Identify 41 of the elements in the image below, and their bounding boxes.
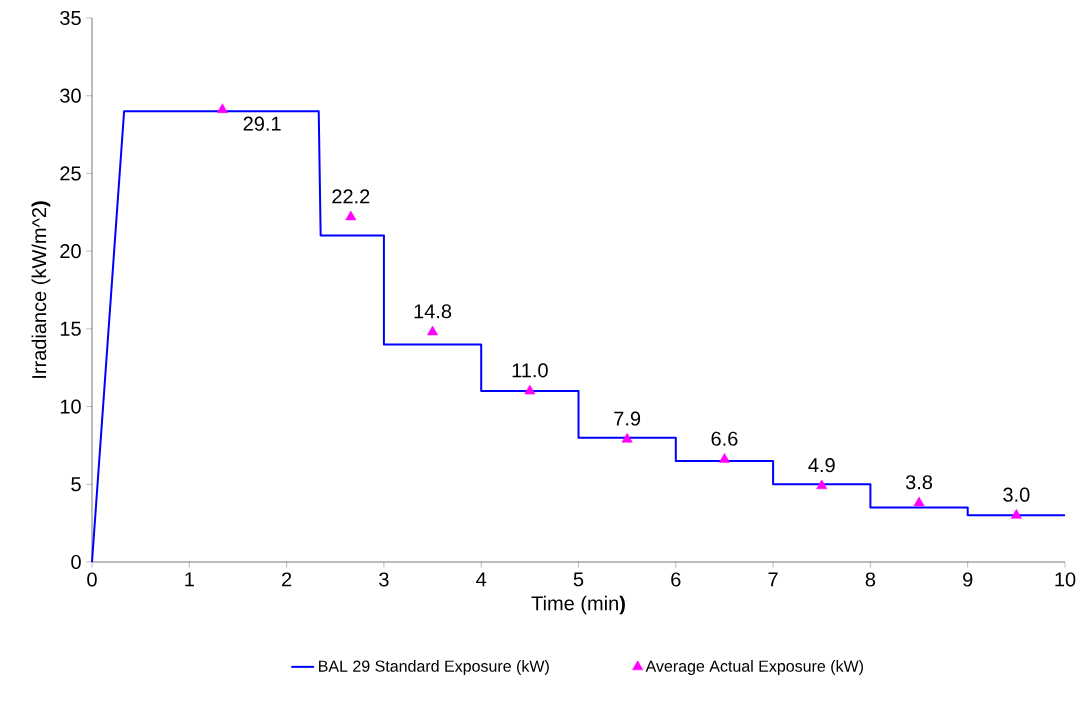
x-tick-label: 9 (963, 572, 973, 587)
y-tick-label: 10 (60, 399, 81, 414)
y-tick-label: 15 (60, 321, 81, 336)
x-tick-label: 0 (87, 572, 97, 587)
data-label: 29.1 (243, 116, 281, 131)
data-label: 4.9 (808, 458, 835, 473)
x-tick-label: 7 (768, 572, 778, 587)
y-axis-title: Irradiance (kW/m^2) (31, 201, 51, 378)
point (718, 453, 730, 463)
data-label: 6.6 (711, 431, 738, 446)
x-axis-title: Time (min) (531, 595, 625, 615)
point (524, 384, 536, 395)
data-label: 3.0 (1003, 487, 1030, 502)
point (1010, 509, 1022, 519)
data-label: 22.2 (332, 189, 370, 204)
x-tick-label: 1 (185, 572, 194, 587)
x-tick-label: 6 (671, 572, 681, 587)
x-tick-label: 2 (282, 572, 292, 587)
data-label: 11.0 (512, 363, 548, 378)
point (427, 325, 439, 336)
data-label: 14.8 (414, 304, 452, 319)
y-tick-label: 35 (60, 10, 81, 26)
x-tick-label: 10 (1055, 572, 1076, 587)
legend-label: Average Actual Exposure (kW) (645, 660, 863, 675)
data-label: 3.8 (905, 475, 933, 490)
x-tick-label: 3 (379, 572, 389, 587)
y-tick-label: 25 (60, 166, 81, 181)
x-tick-label: 4 (476, 572, 487, 587)
point (913, 496, 925, 507)
y-tick-label: 20 (60, 244, 81, 259)
x-tick-label: 5 (573, 572, 584, 587)
data-label: 7.9 (614, 411, 641, 426)
y-tick-label: 5 (71, 477, 81, 492)
x-tick-label: 8 (865, 572, 876, 587)
legend-label: BAL 29 Standard Exposure (kW) (319, 660, 549, 675)
y-tick-label: 0 (71, 554, 81, 570)
point (345, 210, 357, 221)
point (816, 479, 828, 490)
point (216, 103, 228, 113)
point (621, 432, 633, 443)
y-tick-label: 30 (60, 88, 81, 103)
